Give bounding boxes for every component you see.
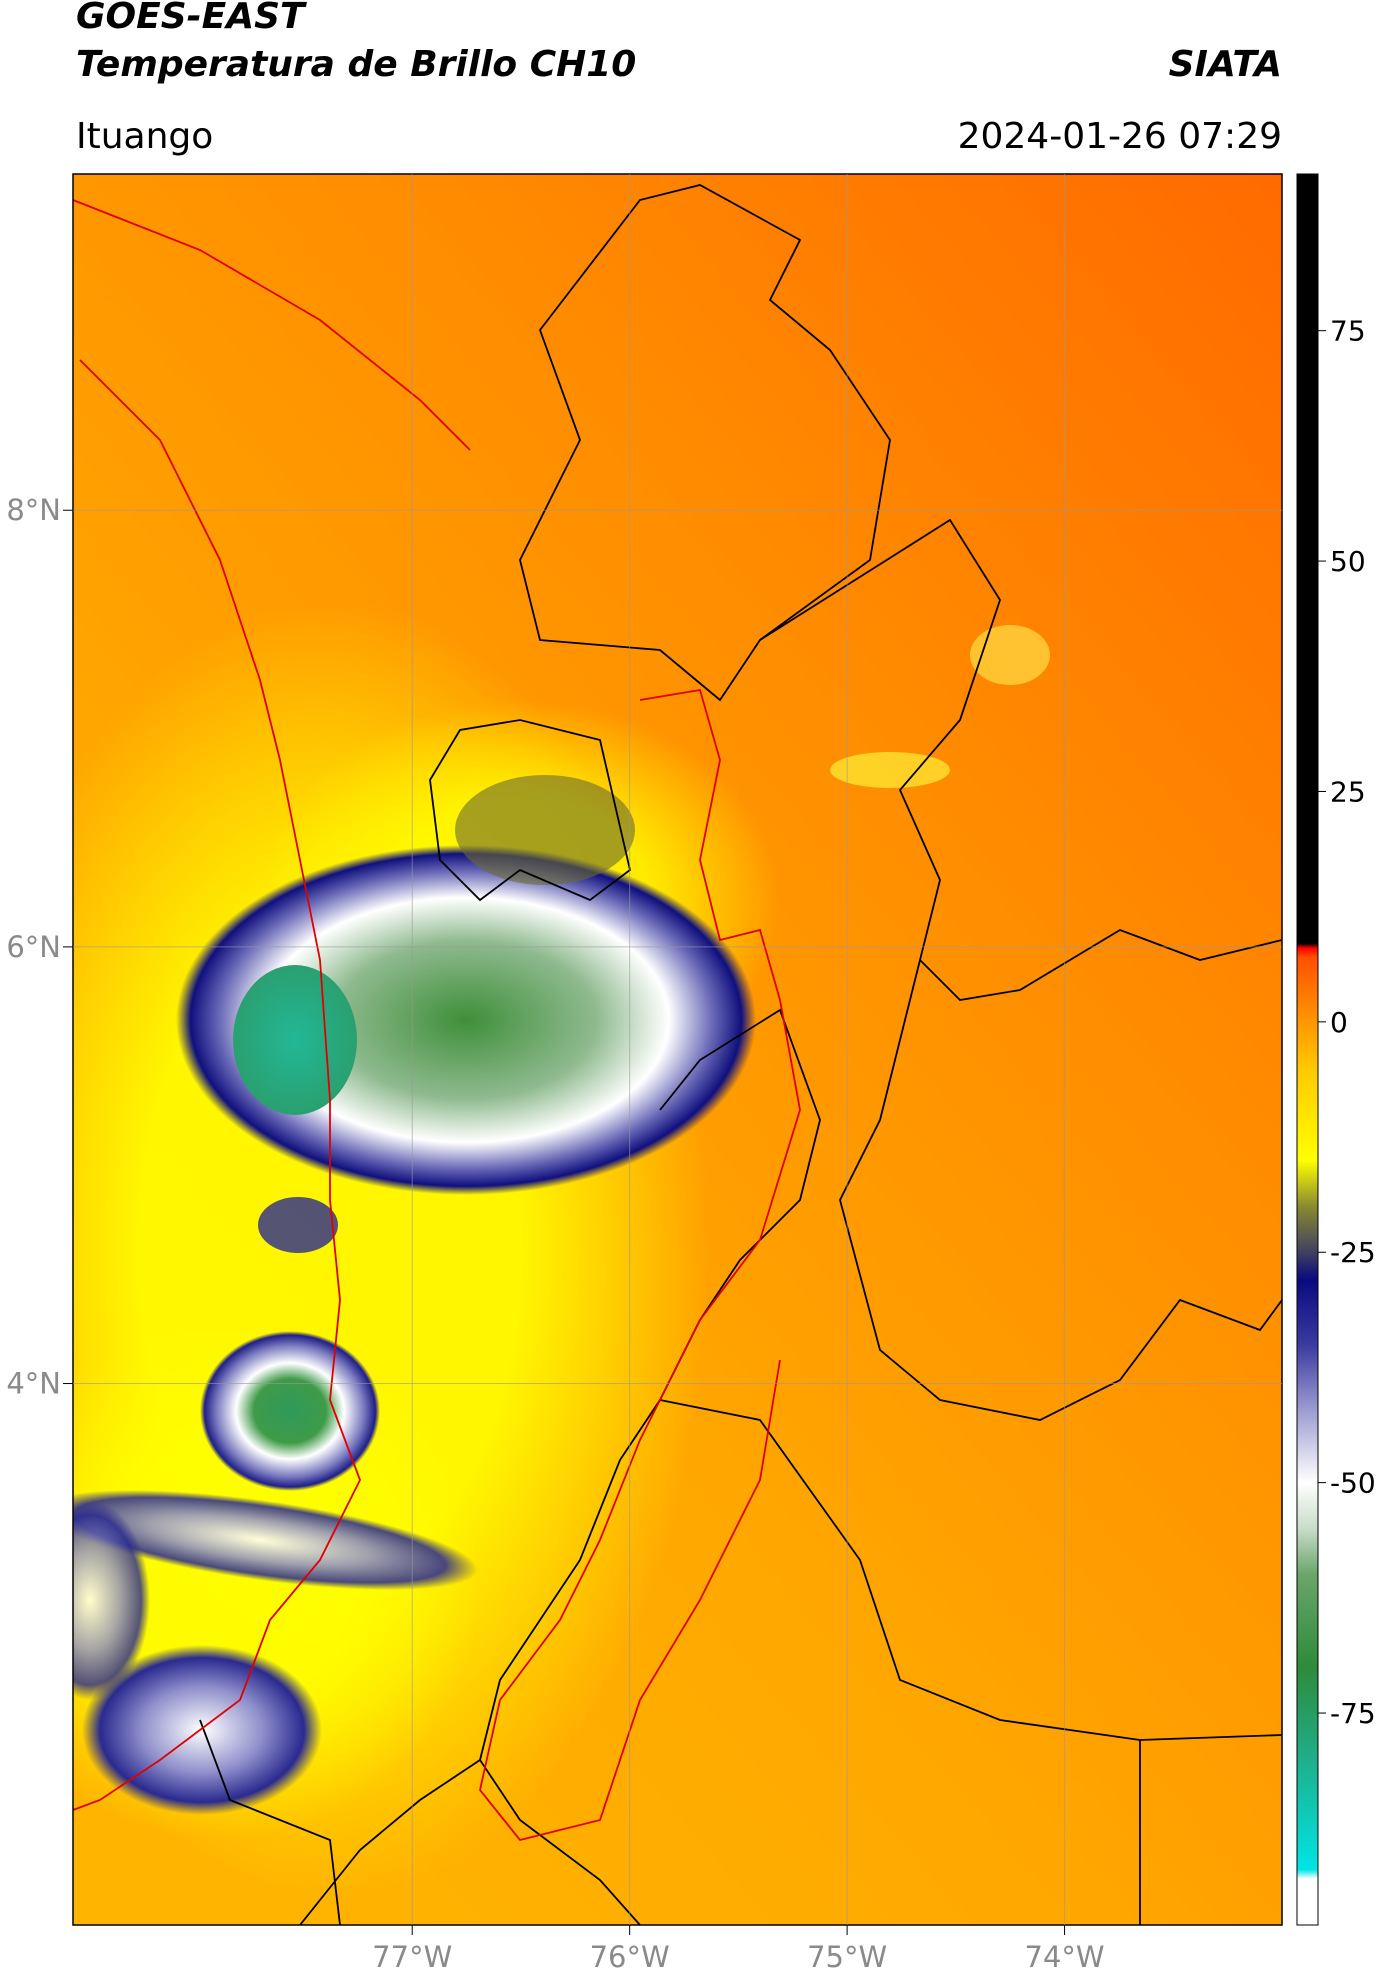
colorbar-tick-label: -25: [1330, 1236, 1376, 1269]
x-tick-label: 74°W: [1025, 1940, 1105, 1974]
x-tick-label: 77°W: [372, 1940, 452, 1974]
datetime: 2024-01-26 07:29: [958, 116, 1282, 157]
map-image: [73, 174, 1282, 1925]
region: Ituango: [76, 116, 213, 157]
y-tick-label: 6°N: [6, 930, 61, 964]
source: SIATA: [1169, 44, 1282, 85]
colorbar-tick-label: -50: [1330, 1467, 1376, 1500]
colorbar-tick-label: 75: [1330, 315, 1366, 348]
colorbar-tick-label: 0: [1330, 1006, 1348, 1039]
y-tick-label: 8°N: [6, 493, 61, 527]
product-title: Temperatura de Brillo CH10: [76, 44, 636, 85]
map-frame: [72, 173, 1283, 1926]
x-tick-label: 76°W: [590, 1940, 670, 1974]
colorbar-tick-label: 25: [1330, 775, 1366, 808]
satellite: GOES-EAST: [76, 0, 307, 37]
colorbar-tick-label: 50: [1330, 545, 1366, 578]
x-tick-label: 75°W: [807, 1940, 887, 1974]
colorbar-tick-label: -75: [1330, 1697, 1376, 1730]
colorbar: [1296, 173, 1319, 1926]
y-tick-label: 4°N: [6, 1367, 61, 1401]
